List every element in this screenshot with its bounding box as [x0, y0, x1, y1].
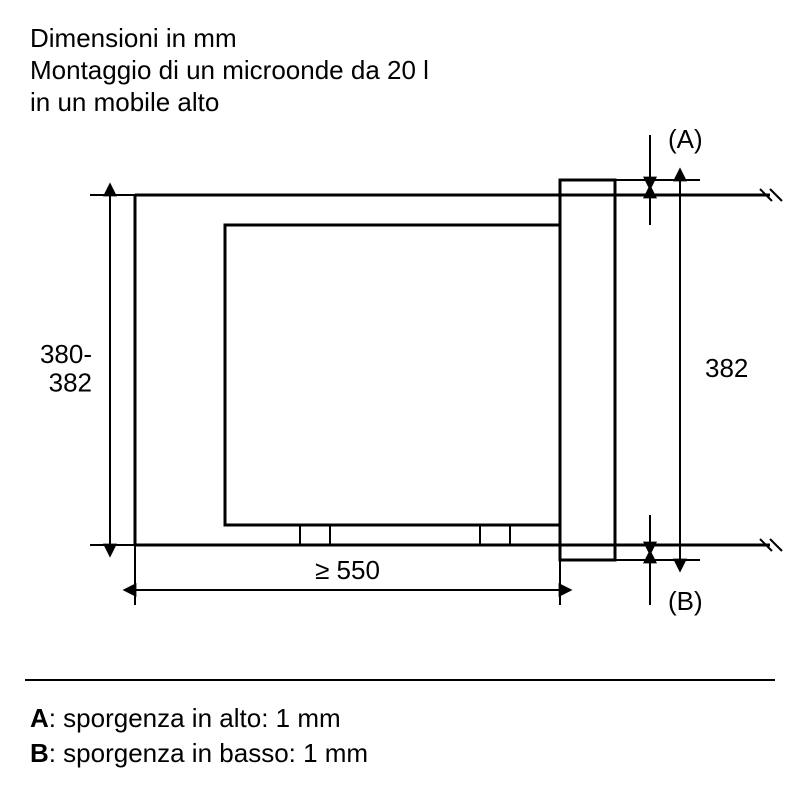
- label-callout-a: (A): [668, 124, 703, 154]
- legend-a-prefix: A: [30, 703, 49, 733]
- legend-b-prefix: B: [30, 738, 49, 768]
- label-right-height: 382: [705, 353, 748, 383]
- legend-a-text: : sporgenza in alto: 1 mm: [49, 703, 341, 733]
- label-left-height: 380-382: [40, 339, 92, 398]
- technical-drawing: Dimensioni in mmMontaggio di un microond…: [0, 0, 800, 800]
- microwave-foot-0: [300, 525, 330, 545]
- label-callout-b: (B): [668, 586, 703, 616]
- front-panel: [560, 180, 615, 560]
- header-line1: Dimensioni in mm: [30, 23, 237, 53]
- microwave-foot-1: [480, 525, 510, 545]
- header-line3: in un mobile alto: [30, 87, 219, 117]
- microwave-body: [225, 225, 560, 525]
- legend-b-text: : sporgenza in basso: 1 mm: [49, 738, 368, 768]
- header-line2: Montaggio di un microonde da 20 l: [30, 55, 429, 85]
- label-bottom-width: ≥ 550: [315, 555, 380, 585]
